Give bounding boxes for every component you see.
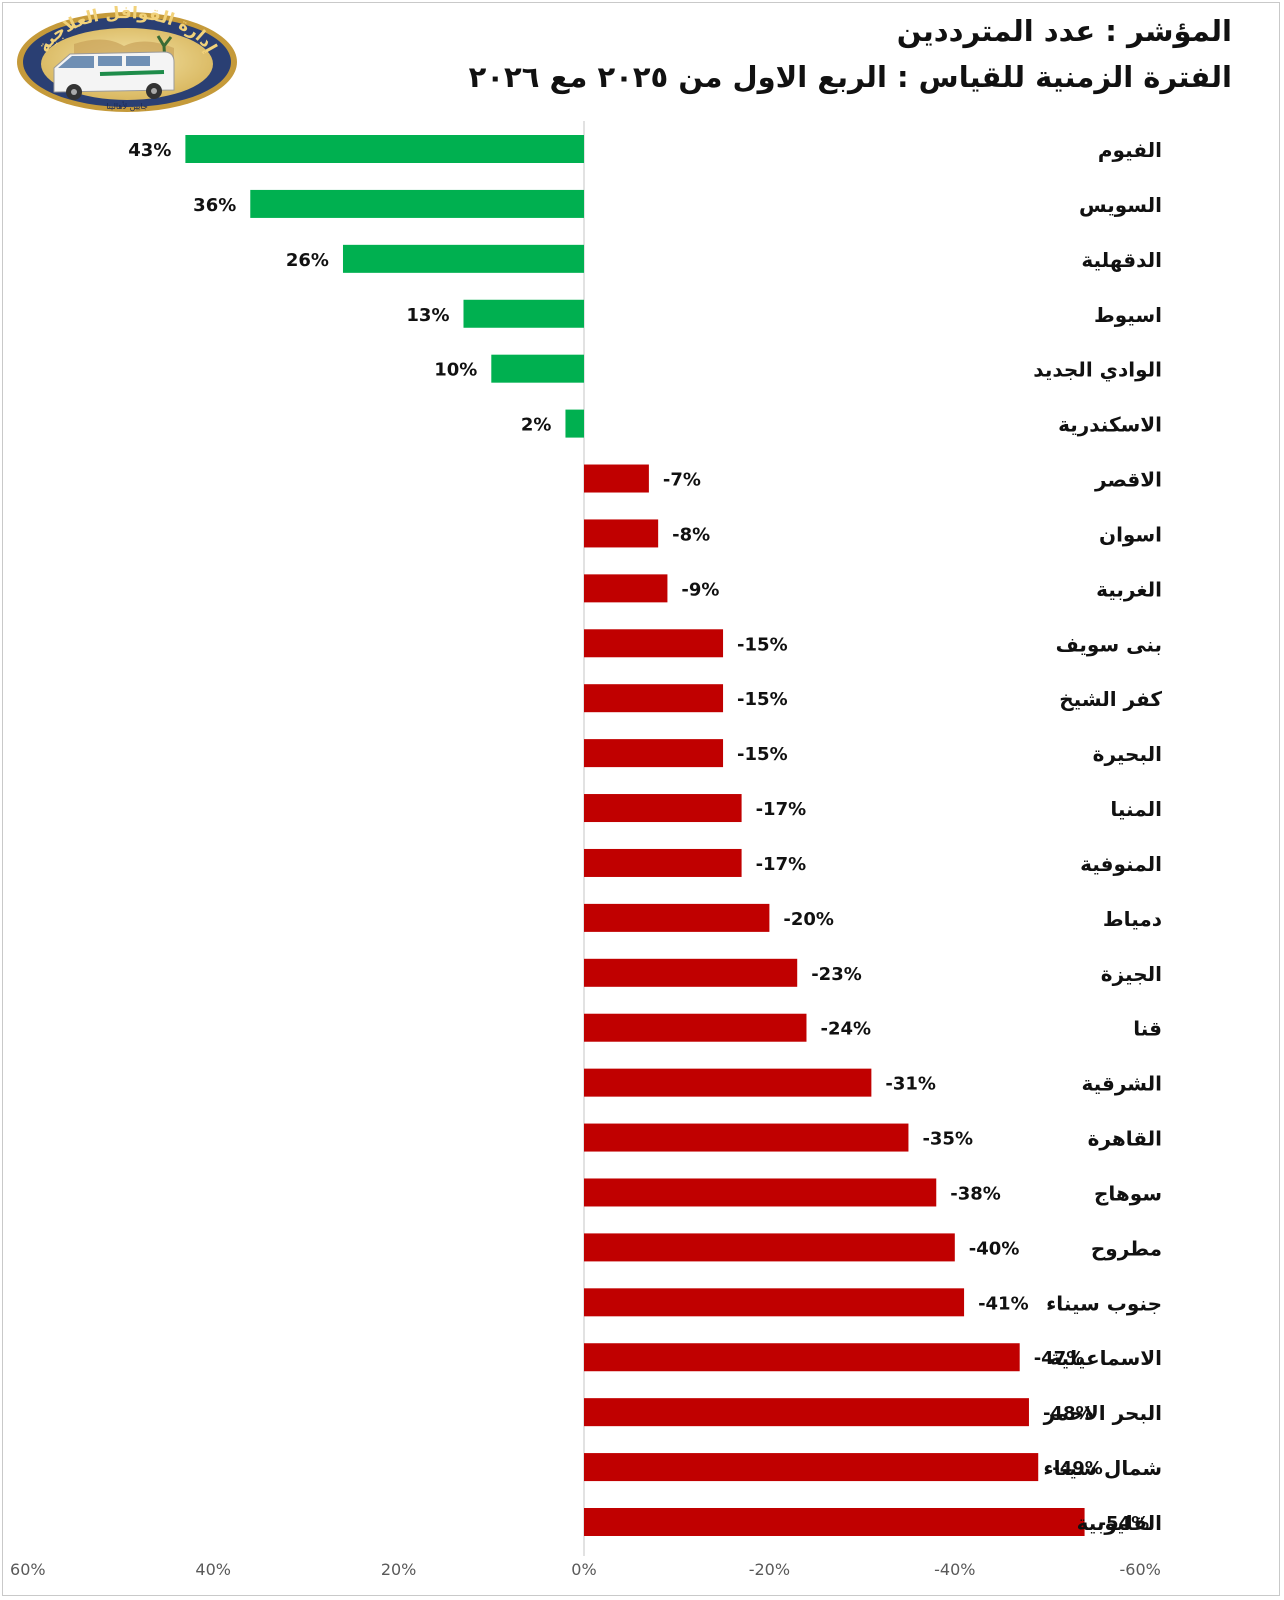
bar-17 (584, 1013, 807, 1042)
category-label-20: سوهاج (1094, 1181, 1162, 1205)
x-tick-label-3: 20% (381, 1560, 417, 1579)
data-label-11: -15% (737, 689, 788, 710)
x-tick-label-7: -60% (1120, 1560, 1161, 1579)
x-tick-label-1: 60% (10, 1560, 46, 1579)
bar-4 (463, 299, 584, 328)
category-label-4: اسيوط (1094, 303, 1162, 327)
bar-16 (584, 958, 798, 987)
data-label-15: -20% (783, 909, 834, 930)
data-label-19: -35% (922, 1129, 973, 1150)
bar-20 (584, 1178, 937, 1207)
data-label-23: -47% (1034, 1348, 1085, 1369)
category-label-1: الفيوم (1098, 138, 1162, 162)
bar-2 (250, 189, 584, 218)
category-label-2: السويس (1079, 193, 1162, 217)
bar-25 (584, 1453, 1039, 1482)
category-label-12: البحيرة (1093, 742, 1162, 766)
bar-26 (584, 1508, 1085, 1536)
bar-3 (342, 244, 584, 273)
data-label-4: 13% (406, 305, 449, 326)
bar-10 (584, 629, 724, 658)
data-label-1: 43% (128, 140, 171, 161)
category-label-15: دمياط (1103, 907, 1162, 931)
period-title: الفترة الزمنية للقياس : الربع الاول من ٢… (468, 60, 1232, 94)
data-label-9: -9% (681, 579, 719, 600)
category-label-22: جنوب سيناء (1046, 1291, 1162, 1315)
x-tick-label-2: 40% (195, 1560, 231, 1579)
data-label-6: 2% (521, 415, 552, 436)
bar-9 (584, 574, 668, 603)
data-label-13: -17% (756, 799, 807, 820)
caravans-logo: إدارة القوافل العلاجية جايين لأهالينا (17, 6, 237, 112)
data-label-14: -17% (756, 854, 807, 875)
category-label-17: قنا (1133, 1017, 1162, 1041)
data-label-10: -15% (737, 634, 788, 655)
category-label-8: اسوان (1099, 522, 1162, 546)
bar-8 (584, 519, 659, 548)
data-label-26: -54% (1099, 1513, 1150, 1534)
data-label-3: 26% (286, 250, 329, 271)
data-label-5: 10% (434, 360, 477, 381)
x-tick-label-4: 0% (571, 1560, 596, 1579)
data-label-20: -38% (950, 1183, 1001, 1204)
bar-11 (584, 684, 724, 713)
category-label-6: الاسكندرية (1058, 413, 1162, 437)
bar-6 (565, 409, 584, 438)
bar-12 (584, 739, 724, 768)
category-label-10: بنى سويف (1056, 632, 1162, 656)
data-label-22: -41% (978, 1293, 1029, 1314)
category-label-7: الاقصر (1094, 468, 1162, 492)
data-label-18: -31% (885, 1074, 936, 1095)
data-label-7: -7% (663, 470, 701, 491)
bar-18 (584, 1068, 872, 1097)
bar-19 (584, 1123, 909, 1152)
bar-13 (584, 794, 742, 823)
category-label-9: الغربية (1096, 577, 1162, 601)
category-label-26: القليوبية (1077, 1511, 1162, 1535)
category-label-18: الشرقية (1081, 1072, 1162, 1096)
category-label-16: الجيزة (1101, 962, 1162, 986)
indicator-title: المؤشر : عدد المترددين (896, 14, 1232, 48)
bar-14 (584, 848, 742, 877)
bar-7 (584, 464, 649, 493)
bar-5 (491, 354, 584, 383)
category-label-25: شمال سيناء (1043, 1456, 1162, 1480)
bar-1 (185, 135, 584, 163)
bar-23 (584, 1343, 1020, 1372)
category-label-3: الدقهلية (1081, 248, 1162, 272)
category-label-5: الوادي الجديد (1033, 358, 1162, 383)
data-label-17: -24% (820, 1019, 871, 1040)
data-label-8: -8% (672, 524, 710, 545)
logo-tagline: جايين لأهالينا (106, 101, 148, 111)
x-tick-label-5: -20% (749, 1560, 790, 1579)
category-label-24: البحر الاحمر (1043, 1401, 1162, 1425)
data-label-21: -40% (969, 1238, 1020, 1259)
data-label-16: -23% (811, 964, 862, 985)
data-label-24: -48% (1043, 1403, 1094, 1424)
bar-22 (584, 1288, 965, 1317)
bar-15 (584, 903, 770, 932)
category-label-19: القاهرة (1088, 1127, 1162, 1151)
bar-21 (584, 1233, 955, 1262)
category-label-11: كفر الشيخ (1059, 687, 1162, 711)
bar-24 (584, 1398, 1029, 1427)
category-label-14: المنوفية (1080, 852, 1162, 876)
data-label-2: 36% (193, 195, 236, 216)
data-label-25: -49% (1052, 1458, 1103, 1479)
category-label-21: مطروح (1091, 1236, 1162, 1260)
data-label-12: -15% (737, 744, 788, 765)
category-label-23: الاسماعيلية (1049, 1346, 1162, 1370)
x-tick-label-6: -40% (934, 1560, 975, 1579)
category-label-13: المنيا (1110, 797, 1162, 821)
